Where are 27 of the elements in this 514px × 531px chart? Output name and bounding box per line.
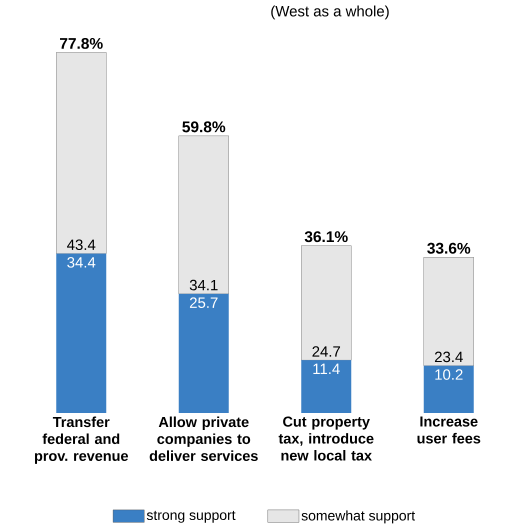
bar (178, 136, 229, 294)
bar (56, 254, 106, 413)
data-label: 11.4 (313, 364, 340, 374)
data-label: 25.7 (190, 297, 218, 308)
bar (424, 257, 474, 366)
total-label: 33.6% (427, 242, 470, 254)
x-tick-label: Allow private companies to deliver services (150, 416, 258, 461)
bar (301, 360, 352, 413)
data-label: 43.4 (67, 239, 96, 250)
total-label: 59.8% (182, 121, 226, 132)
total-label: 77.8% (60, 38, 103, 49)
data-label: 24.7 (312, 346, 340, 357)
chart-subtitle: (West as a whole) (271, 6, 389, 20)
x-tick-label: Transfer federal and prov. revenue (34, 416, 128, 464)
data-label: 10.2 (435, 369, 463, 380)
bar (178, 294, 229, 413)
total-label: 36.1% (304, 231, 348, 242)
x-tick-label: Increase user fees (418, 416, 480, 444)
bar (301, 245, 352, 360)
x-tick-label: Cut property tax, introduce new local tax (278, 416, 374, 461)
bar (56, 52, 106, 254)
legend-label: strong support (146, 510, 236, 523)
legend-label: somewhat support (302, 510, 416, 524)
bar (424, 366, 474, 413)
data-label: 34.4 (67, 257, 96, 268)
data-label: 23.4 (434, 352, 463, 362)
data-label: 34.1 (190, 280, 218, 290)
